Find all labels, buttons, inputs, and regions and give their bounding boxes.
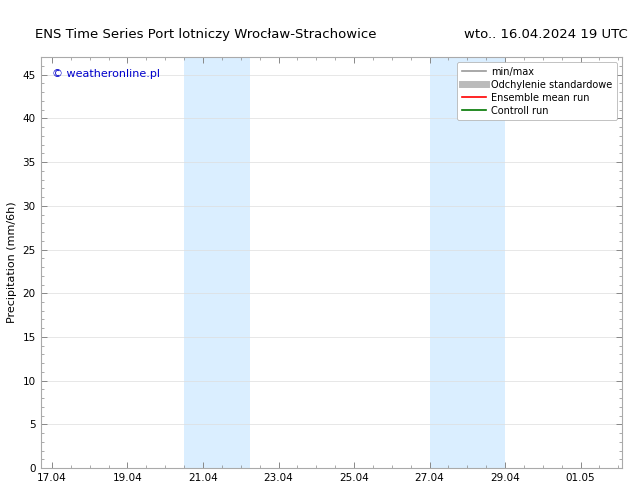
Bar <box>184 57 250 468</box>
Text: wto.. 16.04.2024 19 UTC: wto.. 16.04.2024 19 UTC <box>464 27 628 41</box>
Text: © weatheronline.pl: © weatheronline.pl <box>52 70 160 79</box>
Legend: min/max, Odchylenie standardowe, Ensemble mean run, Controll run: min/max, Odchylenie standardowe, Ensembl… <box>457 62 618 121</box>
Bar <box>430 57 505 468</box>
Text: ENS Time Series Port lotniczy Wrocław-Strachowice: ENS Time Series Port lotniczy Wrocław-St… <box>35 27 377 41</box>
Y-axis label: Precipitation (mm/6h): Precipitation (mm/6h) <box>7 202 17 323</box>
